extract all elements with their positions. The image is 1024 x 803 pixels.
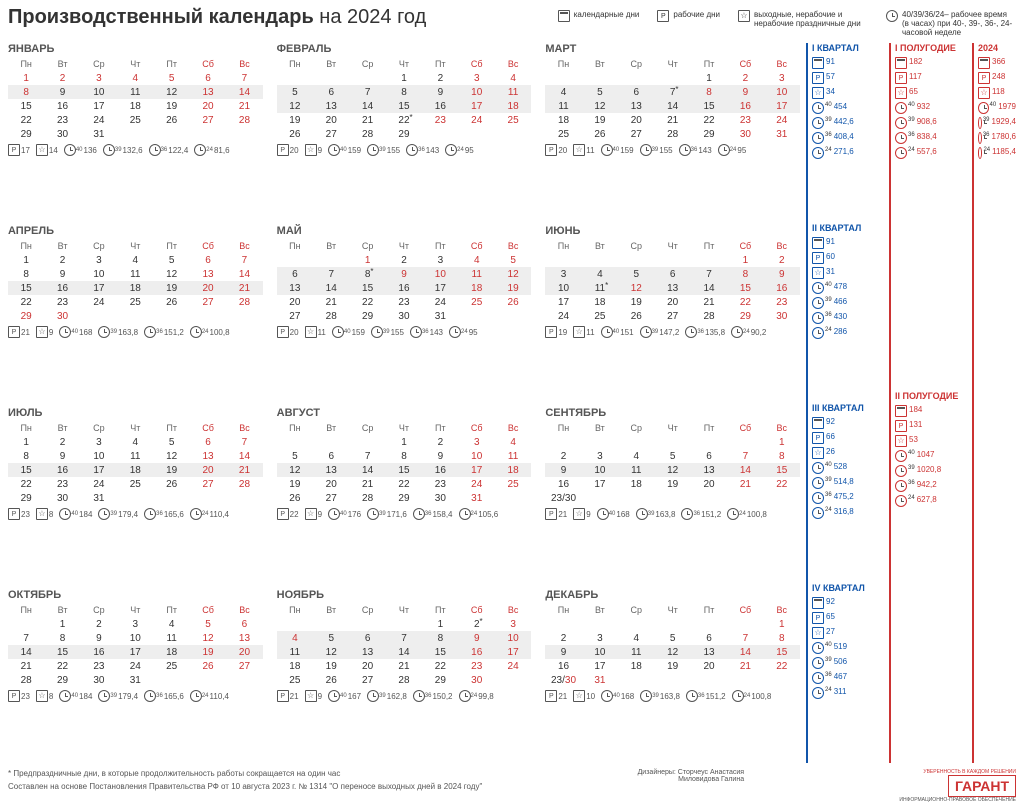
month: ИЮЛЬ ПнВтСрЧтПтСбВс1234567891011121314151… — [8, 407, 263, 581]
star-icon — [738, 10, 750, 22]
stat-block: I ПОЛУГОДИЕ182117654093239908,636838,424… — [895, 43, 968, 211]
month-grid: ПнВтСрЧтПтСбВс12345678910111213141516171… — [277, 239, 532, 323]
clock-icon — [886, 10, 898, 22]
month: ОКТЯБРЬ ПнВтСрЧтПтСбВс1234567891011121314… — [8, 589, 263, 763]
month-name: ДЕКАБРЬ — [545, 589, 800, 601]
month-name: ФЕВРАЛЬ — [277, 43, 532, 55]
month-name: ОКТЯБРЬ — [8, 589, 263, 601]
stat-block: II КВАРТАЛ91603140478394663643024286 — [812, 223, 885, 391]
month-stats: 2094015939155361432495 — [277, 144, 532, 156]
month-name: АПРЕЛЬ — [8, 225, 263, 237]
month-grid: ПнВтСрЧтПтСбВс12345678910111213141516171… — [8, 421, 263, 505]
month-grid: ПнВтСрЧтПтСбВс12345678910111213141516171… — [545, 603, 800, 687]
month-stats: 2194016839163,836151,224100,8 — [8, 326, 263, 338]
month-name: АВГУСТ — [277, 407, 532, 419]
month-stats: 2194016839163,836151,224100,8 — [545, 508, 800, 520]
month: АПРЕЛЬ ПнВтСрЧтПтСбВс12345678910111213141… — [8, 225, 263, 399]
block-title: IV КВАРТАЛ — [812, 583, 885, 593]
month-grid: ПнВтСрЧтПтСбВс12345678910111213141516171… — [277, 57, 532, 141]
month-name: НОЯБРЬ — [277, 589, 532, 601]
month-grid: ПнВтСрЧтПтСбВс12345678910111213141516171… — [545, 57, 800, 141]
stat-block: III КВАРТАЛ9266264052839514,836475,22431… — [812, 403, 885, 571]
month-stats: 17144013639132,636122,42481,6 — [8, 144, 263, 156]
brand-sub: ИНФОРМАЦИОННО-ПРАВОВОЕ ОБЕСПЕЧЕНИЕ — [899, 797, 1016, 803]
sidebar: I КВАРТАЛ9157344045439442,636408,424271,… — [806, 43, 1016, 763]
footer: * Предпраздничные дни, в которые продолж… — [8, 769, 1016, 803]
month-name: ИЮЛЬ — [8, 407, 263, 419]
legend: календарные дни рабочие дни выходные, не… — [446, 6, 1016, 37]
month-grid: ПнВтСрЧтПтСбВс12345678910111213141516171… — [277, 421, 532, 505]
month-grid: ПнВтСрЧтПтСбВс12345678910111213141516171… — [8, 57, 263, 141]
month-stats: 20114015939155361432495 — [545, 144, 800, 156]
month-name: ЯНВАРЬ — [8, 43, 263, 55]
month-stats: 2384018439179,436165,624110,4 — [8, 690, 263, 702]
source: Составлен на основе Постановления Правит… — [8, 782, 482, 791]
calendar-grid: ЯНВАРЬ ПнВтСрЧтПтСбВс12345678910111213141… — [8, 43, 800, 763]
month-grid: ПнВтСрЧтПтСбВс12345678910111213141516171… — [545, 239, 800, 323]
month-stats: 20114015939155361432495 — [277, 326, 532, 338]
month-name: МАРТ — [545, 43, 800, 55]
month-grid: ПнВтСрЧтПтСбВс12345678910111213141516171… — [545, 421, 800, 505]
month-grid: ПнВтСрЧтПтСбВс12345678910111213141516171… — [8, 239, 263, 323]
header: Производственный календарь на 2024 год к… — [8, 6, 1016, 37]
designers: Дизайнеры: Сторчеус Анастасия Миловидова… — [638, 769, 745, 783]
month-name: ИЮНЬ — [545, 225, 800, 237]
month-name: МАЙ — [277, 225, 532, 237]
page-title: Производственный календарь на 2024 год — [8, 6, 426, 29]
block-title: II ПОЛУГОДИЕ — [895, 391, 968, 401]
year-column: 2024366248118401979391929,4361780,624118… — [972, 43, 1016, 763]
month: МАРТ ПнВтСрЧтПтСбВс1234567891011121314151… — [545, 43, 800, 217]
block-title: III КВАРТАЛ — [812, 403, 885, 413]
brand-logo: ГАРАНТ — [948, 775, 1016, 797]
month-stats: 2294017639171,636158,424105,6 — [277, 508, 532, 520]
month: ИЮНЬ ПнВтСрЧтПтСбВс1234567891011121314151… — [545, 225, 800, 399]
block-title: II КВАРТАЛ — [812, 223, 885, 233]
month: НОЯБРЬ ПнВтСрЧтПтСбВс12345678910111213141… — [277, 589, 532, 763]
month-grid: ПнВтСрЧтПтСбВс12345678910111213141516171… — [277, 603, 532, 687]
halves-column: I ПОЛУГОДИЕ182117654093239908,636838,424… — [889, 43, 968, 763]
stat-block: II ПОЛУГОДИЕ18413153401047391020,836942,… — [895, 391, 968, 559]
month: СЕНТЯБРЬ ПнВтСрЧтПтСбВс123456789101112131… — [545, 407, 800, 581]
month-stats: 21104016839163,836151,224100,8 — [545, 690, 800, 702]
month: ЯНВАРЬ ПнВтСрЧтПтСбВс12345678910111213141… — [8, 43, 263, 217]
block-title: I КВАРТАЛ — [812, 43, 885, 53]
month-stats: 2384018439179,436165,624110,4 — [8, 508, 263, 520]
month: МАЙ ПнВтСрЧтПтСбВс12345678910111213141516… — [277, 225, 532, 399]
month-stats: 19114015139147,236135,82490,2 — [545, 326, 800, 338]
work-icon — [657, 10, 669, 22]
stat-block: 2024366248118401979391929,4361780,624118… — [978, 43, 1016, 211]
stat-block: I КВАРТАЛ9157344045439442,636408,424271,… — [812, 43, 885, 211]
calendar-icon — [558, 10, 570, 22]
block-title: 2024 — [978, 43, 1016, 53]
month-grid: ПнВтСрЧтПтСбВс12345678910111213141516171… — [8, 603, 263, 687]
footnote: * Предпраздничные дни, в которые продолж… — [8, 769, 482, 778]
month: ДЕКАБРЬ ПнВтСрЧтПтСбВс1234567891011121314… — [545, 589, 800, 763]
stat-block: IV КВАРТАЛ92652740519395063646724311 — [812, 583, 885, 751]
month: АВГУСТ ПнВтСрЧтПтСбВс12345678910111213141… — [277, 407, 532, 581]
month-stats: 2194016739162,836150,22499,8 — [277, 690, 532, 702]
quarters-column: I КВАРТАЛ9157344045439442,636408,424271,… — [806, 43, 885, 763]
month: ФЕВРАЛЬ ПнВтСрЧтПтСбВс1234567891011121314… — [277, 43, 532, 217]
month-name: СЕНТЯБРЬ — [545, 407, 800, 419]
block-title: I ПОЛУГОДИЕ — [895, 43, 968, 53]
